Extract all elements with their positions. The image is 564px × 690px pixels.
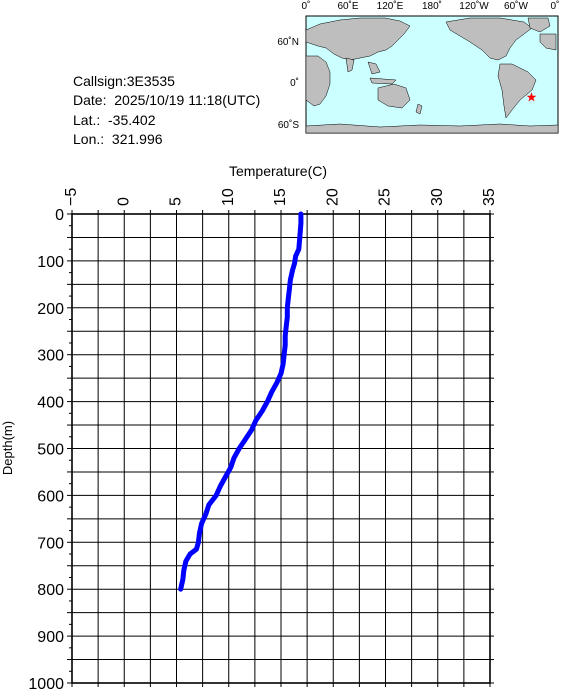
- map-lat-label: 0˚: [290, 77, 299, 89]
- chart-grid: [71, 213, 491, 684]
- map-lon-label: 0˚: [302, 0, 311, 12]
- y-tick-label: 700: [37, 535, 64, 552]
- map-lon-label: 120˚E: [377, 0, 404, 12]
- y-tick-label: 400: [37, 395, 64, 412]
- world-map: 0˚ 60˚E 120˚E 180˚ 120˚W 60˚W 0˚ 60˚N 0˚…: [0, 0, 564, 160]
- temperature-profile-line: [178, 211, 304, 592]
- x-tick-label: 35: [481, 188, 498, 206]
- x-tick-label: 5: [168, 197, 185, 206]
- date-text: Date: 2025/10/19 11:18(UTC): [73, 92, 261, 109]
- x-tick-label: −5: [63, 188, 80, 206]
- y-tick-label: 0: [55, 207, 64, 224]
- station-info: Callsign:3E3535 Date: 2025/10/19 11:18(U…: [73, 72, 260, 149]
- plot-frame: [71, 213, 491, 684]
- y-tick-label: 600: [37, 488, 64, 505]
- world-map-svg: 0˚ 60˚E 120˚E 180˚ 120˚W 60˚W 0˚ 60˚N 0˚…: [277, 0, 560, 134]
- y-tick-label: 1000: [28, 676, 64, 690]
- y-axis-label: Depth(m): [0, 421, 15, 475]
- x-tick-label: 25: [377, 188, 394, 206]
- x-axis-label: Temperature(C): [229, 163, 327, 179]
- y-tick-label: 100: [37, 254, 64, 271]
- map-lon-label: 180˚: [422, 0, 442, 12]
- lat-text: Lat.: -35.402: [73, 111, 156, 128]
- y-tick-label: 800: [37, 582, 64, 599]
- x-tick-labels: −5 0 5 10 15 20 25 30 35: [63, 188, 498, 206]
- y-tick-label: 500: [37, 442, 64, 459]
- x-tick-label: 0: [115, 197, 132, 206]
- map-lon-label: 0˚: [551, 0, 560, 12]
- x-tick-label: 30: [429, 188, 446, 206]
- x-tick-label: 15: [272, 188, 289, 206]
- y-tick-label: 300: [37, 348, 64, 365]
- map-lon-label: 60˚W: [504, 0, 528, 12]
- map-lon-label: 120˚W: [459, 0, 489, 12]
- y-tick-labels: 0 100 200 300 400 500 600 700 800 900 1000: [28, 207, 64, 690]
- map-lat-label: 60˚S: [278, 119, 299, 131]
- x-tick-label: 10: [220, 188, 237, 206]
- star-icon: ★: [526, 90, 538, 105]
- y-tick-label: 900: [37, 629, 64, 646]
- x-tick-label: 20: [324, 188, 341, 206]
- y-tick-label: 200: [37, 301, 64, 318]
- map-land: [305, 17, 559, 134]
- callsign-text: Callsign:3E3535: [73, 73, 175, 89]
- map-lon-label: 60˚E: [337, 0, 358, 12]
- lon-text: Lon.: 321.996: [73, 130, 163, 147]
- map-lat-label: 60˚N: [277, 36, 299, 48]
